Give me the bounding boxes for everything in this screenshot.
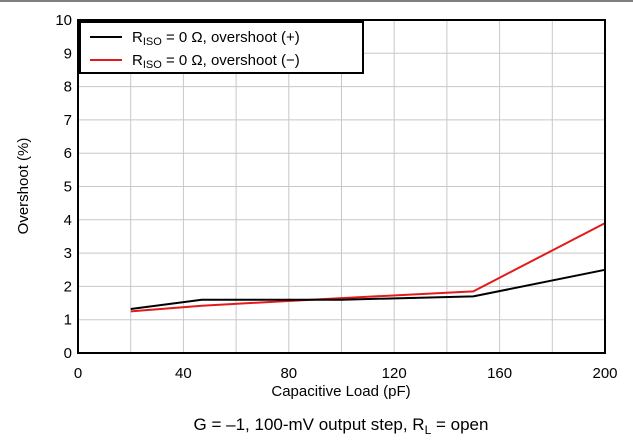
- y-tick-label: 10: [55, 12, 72, 29]
- y-axis-title: Overshoot (%): [15, 138, 32, 235]
- y-tick-label: 6: [64, 145, 72, 162]
- legend-box: [79, 21, 364, 74]
- x-tick-label: 160: [487, 365, 512, 382]
- series-line-overshoot-minus: [130, 222, 606, 313]
- chart-caption: G = –1, 100-mV output step, RL = open: [194, 415, 489, 437]
- x-tick-label: 40: [175, 365, 192, 382]
- y-tick-label: 3: [64, 245, 72, 262]
- top-rule: [0, 0, 633, 2]
- y-tick-label: 7: [64, 112, 72, 129]
- x-tick-label: 200: [592, 365, 617, 382]
- legend-label-overshoot-plus: RISO = 0 Ω, overshoot (+): [132, 29, 300, 48]
- y-tick-label: 9: [64, 45, 72, 62]
- y-tick-labels: 0 1 2 3 4 5 6 7 8 9 10: [55, 12, 72, 362]
- x-tick-label: 80: [280, 365, 297, 382]
- y-tick-label: 1: [64, 312, 72, 329]
- plot-frame: [77, 19, 606, 354]
- y-tick-label: 2: [64, 278, 72, 295]
- series-lines: [130, 222, 606, 313]
- series-line-overshoot-plus: [130, 268, 606, 310]
- legend: RISO = 0 Ω, overshoot (+) RISO = 0 Ω, ov…: [79, 21, 364, 74]
- y-tick-label: 0: [64, 345, 72, 362]
- x-tick-label: 120: [382, 365, 407, 382]
- x-tick-labels: 0 40 80 120 160 200: [74, 365, 618, 382]
- legend-label-overshoot-minus: RISO = 0 Ω, overshoot (−): [132, 52, 300, 71]
- y-tick-label: 8: [64, 79, 72, 96]
- x-axis-title: Capacitive Load (pF): [271, 383, 410, 400]
- x-tick-label: 0: [74, 365, 82, 382]
- y-tick-label: 5: [64, 179, 72, 196]
- y-tick-label: 4: [64, 212, 72, 229]
